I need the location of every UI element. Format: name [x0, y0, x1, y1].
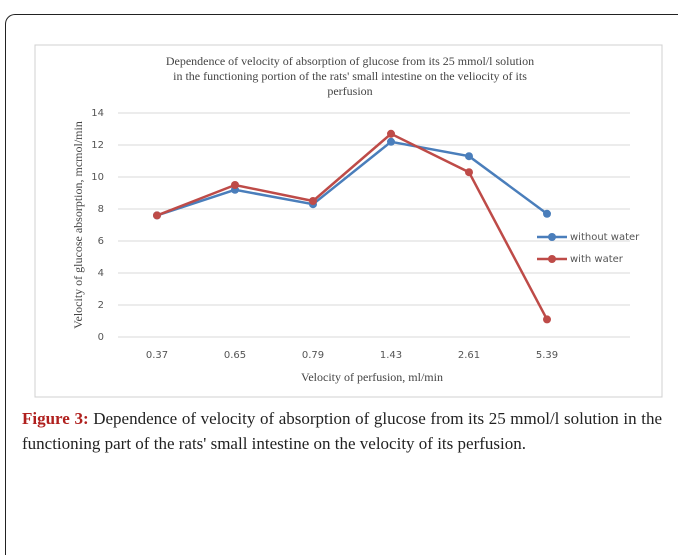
y-tick-label: 0: [98, 332, 104, 343]
y-tick-label: 2: [98, 300, 104, 311]
data-point: [387, 129, 395, 138]
data-point: [231, 181, 239, 189]
legend-marker: [548, 233, 556, 241]
figure-frame: [5, 14, 678, 555]
legend-label: without water: [570, 232, 640, 243]
data-point: [543, 209, 551, 218]
y-tick-label: 12: [91, 140, 104, 151]
chart-box: [34, 44, 663, 398]
x-tick-label: 5.39: [536, 350, 558, 361]
y-tick-label: 6: [98, 236, 104, 247]
chart-title: in the functioning portion of the rats' …: [173, 69, 527, 83]
y-tick-label: 8: [98, 204, 104, 215]
series-line: [156, 140, 548, 217]
legend-marker: [548, 255, 556, 263]
x-tick-label: 0.65: [224, 350, 246, 361]
y-axis-label: Velocity of glucose absorption, mcmol/mi…: [71, 121, 85, 329]
series-line: [156, 132, 549, 320]
y-tick-label: 14: [91, 108, 104, 119]
legend-label: with water: [570, 254, 624, 265]
caption: Figure 3: Dependence of velocity of abso…: [22, 406, 662, 456]
x-tick-label: 0.37: [146, 350, 168, 361]
data-point: [309, 197, 317, 205]
y-tick-label: 10: [91, 172, 104, 183]
data-point: [543, 315, 551, 324]
chart: Dependence of velocity of absorption of …: [34, 44, 663, 398]
data-point: [387, 137, 395, 146]
page: {"chart_data":{"type":"line", "title":["…: [5, 14, 678, 555]
x-tick-label: 1.43: [380, 350, 402, 361]
chart-title: perfusion: [327, 84, 372, 98]
x-tick-label: 0.79: [302, 350, 324, 361]
y-tick-label: 4: [98, 268, 104, 279]
caption-text: Dependence of velocity of absorption of …: [22, 409, 662, 453]
chart-title: Dependence of velocity of absorption of …: [166, 54, 534, 68]
data-point: [465, 152, 473, 161]
x-axis-label: Velocity of perfusion, ml/min: [301, 370, 443, 384]
x-tick-label: 2.61: [458, 350, 480, 361]
caption-label: Figure 3:: [22, 409, 89, 428]
data-point: [465, 168, 473, 177]
data-point: [153, 211, 161, 220]
